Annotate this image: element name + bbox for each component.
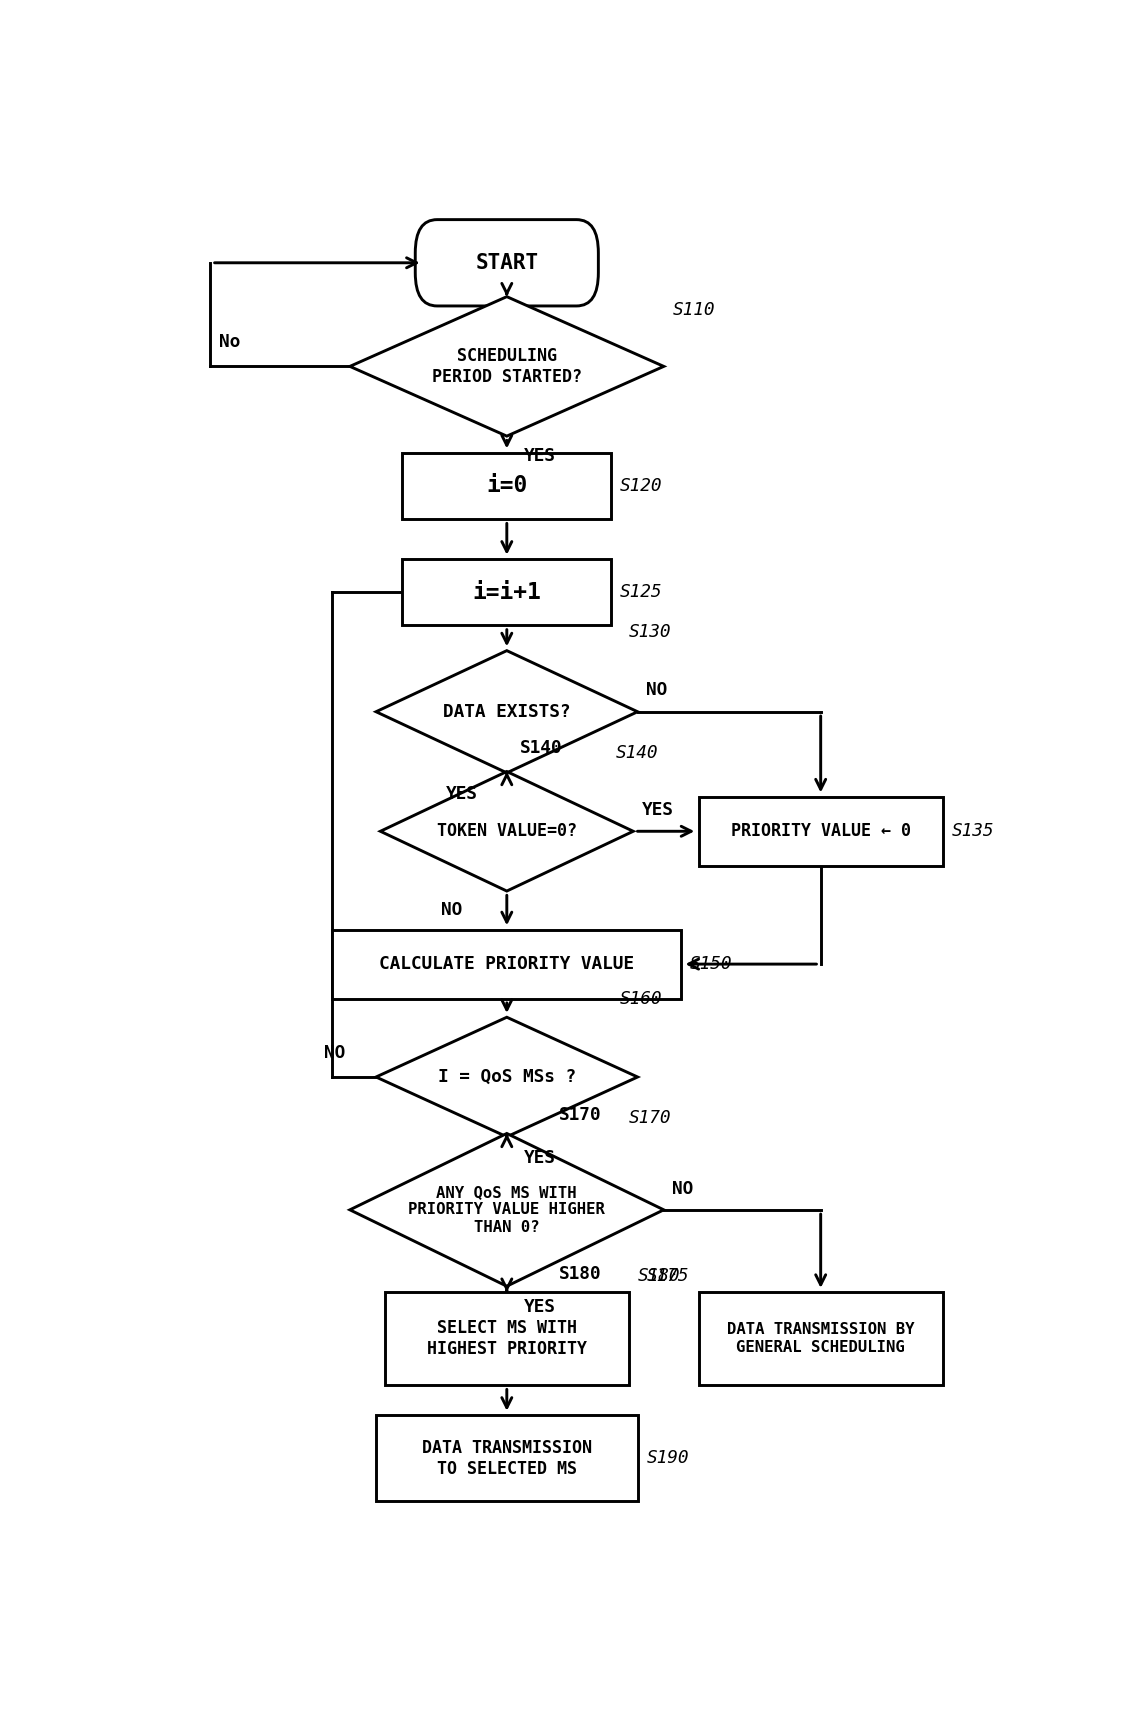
Text: S125: S125 bbox=[620, 583, 663, 602]
Bar bbox=[376, 1414, 638, 1501]
Polygon shape bbox=[380, 771, 633, 892]
Text: TOKEN VALUE=0?: TOKEN VALUE=0? bbox=[436, 823, 577, 840]
Text: NO: NO bbox=[646, 681, 667, 699]
Text: YES: YES bbox=[524, 1299, 556, 1316]
Text: S190: S190 bbox=[646, 1449, 688, 1468]
Text: S120: S120 bbox=[620, 476, 663, 495]
Text: NO: NO bbox=[441, 900, 462, 919]
Text: S170: S170 bbox=[559, 1106, 602, 1125]
Text: SCHEDULING
PERIOD STARTED?: SCHEDULING PERIOD STARTED? bbox=[432, 347, 582, 386]
Text: S110: S110 bbox=[673, 300, 716, 319]
Text: NO: NO bbox=[324, 1044, 345, 1063]
Text: i=i+1: i=i+1 bbox=[472, 581, 541, 604]
Text: I = QoS MSs ?: I = QoS MSs ? bbox=[438, 1068, 576, 1087]
Bar bbox=[403, 452, 612, 519]
Text: S140: S140 bbox=[615, 743, 658, 762]
Polygon shape bbox=[376, 650, 638, 773]
Polygon shape bbox=[350, 1133, 664, 1287]
Text: S160: S160 bbox=[620, 990, 663, 1007]
Text: YES: YES bbox=[524, 1149, 556, 1168]
Text: YES: YES bbox=[446, 785, 478, 804]
Text: ANY QoS MS WITH
PRIORITY VALUE HIGHER
THAN 0?: ANY QoS MS WITH PRIORITY VALUE HIGHER TH… bbox=[408, 1185, 605, 1235]
Text: DATA TRANSMISSION
TO SELECTED MS: DATA TRANSMISSION TO SELECTED MS bbox=[422, 1439, 592, 1478]
Text: DATA EXISTS?: DATA EXISTS? bbox=[443, 702, 570, 721]
Text: DATA TRANSMISSION BY
GENERAL SCHEDULING: DATA TRANSMISSION BY GENERAL SCHEDULING bbox=[727, 1323, 915, 1354]
Bar bbox=[699, 1292, 943, 1385]
Text: i=0: i=0 bbox=[486, 474, 528, 497]
Text: CALCULATE PRIORITY VALUE: CALCULATE PRIORITY VALUE bbox=[379, 956, 634, 973]
Text: S130: S130 bbox=[629, 623, 672, 642]
Text: S140: S140 bbox=[520, 738, 562, 757]
Text: S180: S180 bbox=[559, 1264, 602, 1283]
Polygon shape bbox=[350, 297, 664, 436]
Text: S170: S170 bbox=[629, 1109, 672, 1126]
Bar bbox=[385, 1292, 629, 1385]
Text: SELECT MS WITH
HIGHEST PRIORITY: SELECT MS WITH HIGHEST PRIORITY bbox=[426, 1320, 587, 1358]
Text: PRIORITY VALUE ← 0: PRIORITY VALUE ← 0 bbox=[731, 823, 911, 840]
Bar bbox=[699, 797, 943, 866]
Text: YES: YES bbox=[524, 447, 556, 466]
Text: S135: S135 bbox=[952, 823, 994, 840]
Text: S180: S180 bbox=[638, 1268, 681, 1285]
Text: NO: NO bbox=[673, 1180, 694, 1197]
Text: S150: S150 bbox=[690, 956, 732, 973]
FancyBboxPatch shape bbox=[415, 219, 598, 305]
Polygon shape bbox=[376, 1018, 638, 1137]
Text: No: No bbox=[219, 333, 241, 352]
Bar bbox=[403, 559, 612, 626]
Bar bbox=[333, 930, 682, 999]
Text: YES: YES bbox=[642, 800, 674, 819]
Text: START: START bbox=[475, 254, 539, 273]
Text: S175: S175 bbox=[646, 1268, 688, 1285]
